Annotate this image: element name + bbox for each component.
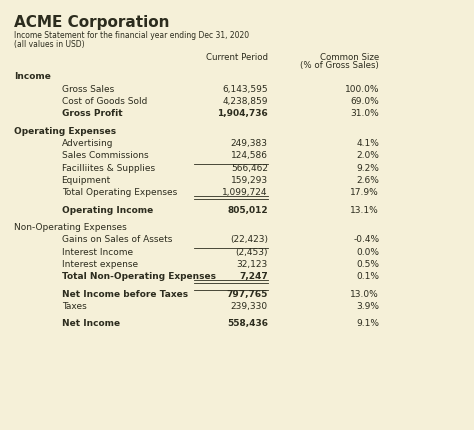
Text: Gross Profit: Gross Profit: [62, 109, 122, 118]
Text: 2.6%: 2.6%: [356, 175, 379, 184]
Text: Interest Income: Interest Income: [62, 247, 133, 256]
Text: Total Operating Expenses: Total Operating Expenses: [62, 187, 177, 197]
Text: Operating Income: Operating Income: [62, 205, 153, 214]
Text: Taxes: Taxes: [62, 301, 86, 310]
Text: 0.5%: 0.5%: [356, 259, 379, 268]
Text: Cost of Goods Sold: Cost of Goods Sold: [62, 97, 147, 106]
Text: Gross Sales: Gross Sales: [62, 84, 114, 93]
Text: (% of Gross Sales): (% of Gross Sales): [301, 61, 379, 70]
Text: 6,143,595: 6,143,595: [222, 84, 268, 93]
Text: (all values in USD): (all values in USD): [14, 40, 85, 49]
Text: 159,293: 159,293: [231, 175, 268, 184]
Text: 3.9%: 3.9%: [356, 301, 379, 310]
Text: 7,247: 7,247: [239, 272, 268, 280]
Text: 31.0%: 31.0%: [350, 109, 379, 118]
Text: ACME Corporation: ACME Corporation: [14, 15, 170, 30]
Text: 17.9%: 17.9%: [350, 187, 379, 197]
Text: Net Income before Taxes: Net Income before Taxes: [62, 289, 188, 298]
Text: -0.4%: -0.4%: [353, 235, 379, 244]
Text: 558,436: 558,436: [227, 319, 268, 328]
Text: Non-Operating Expenses: Non-Operating Expenses: [14, 222, 127, 231]
Text: Current Period: Current Period: [206, 53, 268, 62]
Text: Sales Commissions: Sales Commissions: [62, 151, 148, 160]
Text: 9.2%: 9.2%: [356, 163, 379, 172]
Text: (22,423): (22,423): [230, 235, 268, 244]
Text: Interest expense: Interest expense: [62, 259, 138, 268]
Text: Operating Expenses: Operating Expenses: [14, 126, 116, 135]
Text: 249,383: 249,383: [231, 138, 268, 147]
Text: 797,765: 797,765: [227, 289, 268, 298]
Text: 805,012: 805,012: [227, 205, 268, 214]
Text: 239,330: 239,330: [231, 301, 268, 310]
Text: Gains on Sales of Assets: Gains on Sales of Assets: [62, 235, 172, 244]
Text: 13.0%: 13.0%: [350, 289, 379, 298]
Text: 0.1%: 0.1%: [356, 272, 379, 280]
Text: 9.1%: 9.1%: [356, 319, 379, 328]
Text: 69.0%: 69.0%: [350, 97, 379, 106]
Text: 4.1%: 4.1%: [356, 138, 379, 147]
Text: (2,453): (2,453): [235, 247, 268, 256]
Text: 32,123: 32,123: [237, 259, 268, 268]
Text: 0.0%: 0.0%: [356, 247, 379, 256]
Text: Advertising: Advertising: [62, 138, 113, 147]
Text: 4,238,859: 4,238,859: [222, 97, 268, 106]
Text: 13.1%: 13.1%: [350, 205, 379, 214]
Text: Equipment: Equipment: [62, 175, 111, 184]
Text: 124,586: 124,586: [231, 151, 268, 160]
Text: 566,462: 566,462: [231, 163, 268, 172]
Text: Income: Income: [14, 72, 51, 81]
Text: 100.0%: 100.0%: [345, 84, 379, 93]
Text: Income Statement for the financial year ending Dec 31, 2020: Income Statement for the financial year …: [14, 31, 249, 40]
Text: 2.0%: 2.0%: [356, 151, 379, 160]
Text: Common Size: Common Size: [320, 53, 379, 62]
Text: 1,904,736: 1,904,736: [217, 109, 268, 118]
Text: Total Non-Operating Expenses: Total Non-Operating Expenses: [62, 272, 216, 280]
Text: Facilliites & Supplies: Facilliites & Supplies: [62, 163, 155, 172]
Text: Net Income: Net Income: [62, 319, 120, 328]
Text: 1,099,724: 1,099,724: [222, 187, 268, 197]
